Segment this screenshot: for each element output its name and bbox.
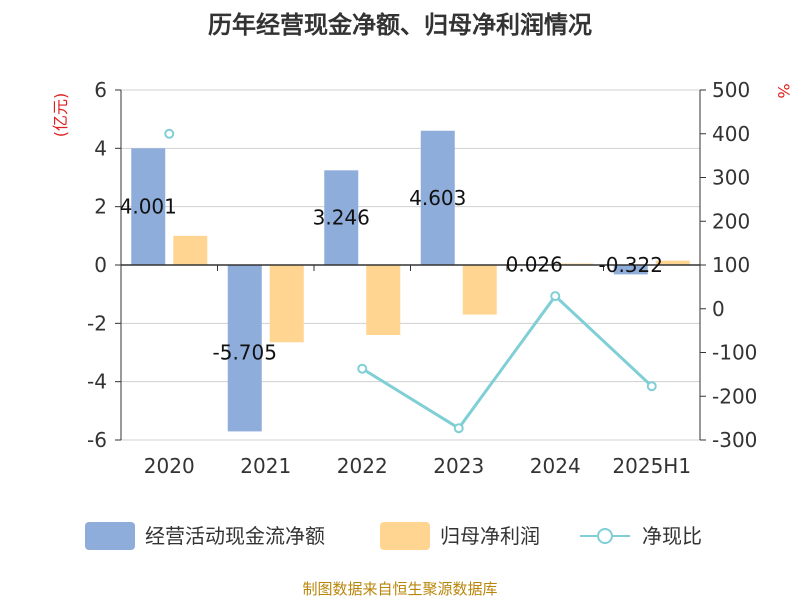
data-label: 4.001 bbox=[120, 195, 177, 219]
right-axis-unit: % bbox=[774, 83, 793, 98]
x-tick-label: 2023 bbox=[433, 454, 484, 478]
legend-swatch-profit bbox=[380, 522, 430, 550]
cashflow-bar bbox=[420, 130, 455, 265]
right-tick-label: -300 bbox=[712, 428, 757, 452]
right-tick-label: 100 bbox=[712, 253, 750, 277]
data-label: 4.603 bbox=[409, 186, 466, 210]
left-axis-unit: (亿元) bbox=[51, 93, 70, 138]
profit-bar bbox=[173, 235, 208, 265]
source-note: 制图数据来自恒生聚源数据库 bbox=[302, 580, 497, 598]
left-tick-label: 4 bbox=[94, 136, 107, 160]
left-tick-label: 0 bbox=[94, 253, 107, 277]
right-tick-label: -100 bbox=[712, 341, 757, 365]
chart-title: 历年经营现金净额、归母净利润情况 bbox=[208, 11, 592, 39]
right-tick-label: 500 bbox=[712, 78, 750, 102]
data-label: -0.322 bbox=[599, 253, 663, 277]
legend-label-profit: 归母净利润 bbox=[440, 524, 540, 548]
data-labels: 4.001 -5.705 3.246 4.603 0.026 -0.322 bbox=[120, 186, 663, 365]
ratio-point bbox=[646, 381, 657, 392]
cashflow-bar bbox=[227, 265, 262, 432]
x-tick-label: 2021 bbox=[240, 454, 291, 478]
cashflow-bar bbox=[131, 148, 166, 265]
ratio-point bbox=[357, 363, 368, 374]
right-tick-label: 0 bbox=[712, 297, 725, 321]
legend-label-ratio: 净现比 bbox=[642, 524, 702, 548]
cashflow-bar bbox=[613, 265, 648, 275]
profit-bar bbox=[655, 260, 690, 265]
data-label: -5.705 bbox=[213, 341, 277, 365]
right-tick-label: 300 bbox=[712, 166, 750, 190]
left-tick-label: 2 bbox=[94, 195, 107, 219]
profit-bar bbox=[366, 265, 401, 335]
ratio-point bbox=[453, 423, 464, 434]
profit-bar bbox=[462, 265, 497, 315]
ratio-point bbox=[164, 128, 175, 139]
left-tick-label: -2 bbox=[87, 311, 107, 335]
x-tick-label: 2024 bbox=[530, 454, 581, 478]
data-label: 0.026 bbox=[506, 253, 563, 277]
left-tick-label: 6 bbox=[94, 78, 107, 102]
axes: -6 -4 -2 0 2 4 6 -300 -200 -100 0 100 200 300 400 500 20… bbox=[87, 78, 757, 478]
right-tick-label: 200 bbox=[712, 209, 750, 233]
data-label: 3.246 bbox=[313, 206, 370, 230]
left-tick-label: -4 bbox=[87, 370, 107, 394]
cashflow-bar bbox=[324, 170, 359, 265]
x-tick-label: 2025H1 bbox=[612, 454, 691, 478]
x-tick-label: 2022 bbox=[337, 454, 388, 478]
right-tick-label: 400 bbox=[712, 122, 750, 146]
legend-label-cashflow: 经营活动现金流净额 bbox=[145, 524, 325, 548]
right-tick-label: -200 bbox=[712, 384, 757, 408]
x-tick-label: 2020 bbox=[144, 454, 195, 478]
profit-bar bbox=[269, 265, 304, 343]
legend: 经营活动现金流净额 归母净利润 净现比 bbox=[85, 522, 702, 550]
ratio-line-path bbox=[361, 293, 653, 431]
legend-marker-ratio bbox=[597, 528, 613, 544]
bars bbox=[131, 130, 690, 432]
left-tick-label: -6 bbox=[87, 428, 107, 452]
legend-swatch-cashflow bbox=[85, 522, 135, 550]
ratio-point bbox=[550, 291, 561, 302]
ratio-line bbox=[164, 128, 657, 434]
